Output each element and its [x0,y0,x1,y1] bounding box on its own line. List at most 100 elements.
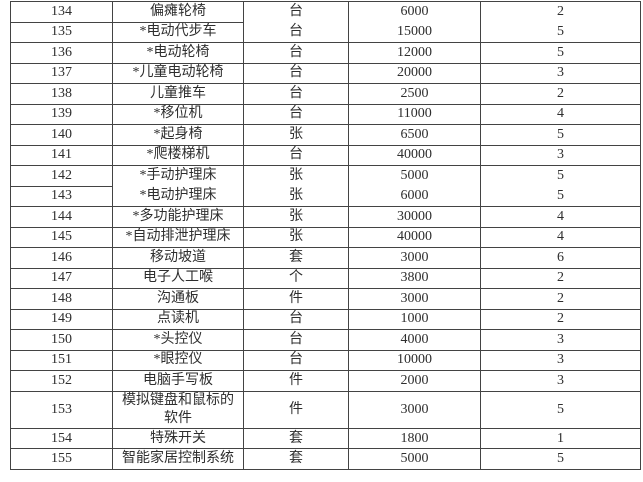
cell-unit: 台 [243,1,349,22]
cell-item-name: 沟通板 [112,288,244,310]
cell-price: 4000 [348,329,481,351]
cell-unit: 套 [243,448,349,470]
cell-item-name: 移动坡道 [112,247,244,269]
cell-item-name: *爬楼梯机 [112,144,244,166]
cell-price: 12000 [348,42,481,64]
cell-row-number: 134 [10,1,113,23]
cell-item-name: *手动护理床 [112,165,244,186]
cell-item-name: *头控仪 [112,329,244,351]
cell-unit: 台 [243,103,349,125]
cell-row-number: 136 [10,42,113,64]
cell-quantity: 3 [480,144,641,166]
cell-quantity: 4 [480,206,641,228]
table-row: 147 电子人工喉个 3800 2 [10,267,641,289]
cell-price: 15000 [348,22,481,43]
cell-item-name: *起身椅 [112,124,244,146]
cell-unit: 台 [243,349,349,371]
table-row: 151 *眼控仪台 10000 3 [10,349,641,371]
cell-row-number: 139 [10,103,113,125]
cell-quantity: 3 [480,329,641,351]
cell-price: 6000 [348,1,481,22]
cell-price: 40000 [348,144,481,166]
table-row: 134 偏瘫轮椅台 6000 2 [10,1,641,23]
cell-item-name: 智能家居控制系统 [112,448,244,470]
cell-item-name: *电动轮椅 [112,42,244,64]
cell-row-number: 138 [10,83,113,105]
table-row: 142 *手动护理床张 5000 5 [10,165,641,187]
cell-price: 1800 [348,427,481,450]
cell-item-name: 特殊开关 [112,427,244,450]
cell-item-name: *移位机 [112,103,244,125]
cell-item-name: *自动排泄护理床 [112,226,244,248]
cell-row-number: 145 [10,226,113,248]
table-row: 144 *多功能护理床张 30000 4 [10,206,641,228]
cell-unit: 台 [243,42,349,64]
cell-unit: 件 [243,370,349,392]
cell-unit: 张 [243,124,349,146]
table-row: 149 点读机台 1000 2 [10,308,641,330]
table-row: 145 *自动排泄护理床张 40000 4 [10,226,641,248]
cell-price: 1000 [348,308,481,330]
table-row: 148 沟通板件 3000 2 [10,288,641,310]
cell-unit: 套 [243,247,349,269]
cell-price: 2000 [348,370,481,392]
cell-row-number: 140 [10,124,113,146]
cell-row-number: 154 [10,427,113,450]
cell-unit: 张 [243,186,349,207]
cell-item-name: *电动代步车 [112,21,244,43]
table-row: 143 *电动护理床张 6000 5 [10,185,641,207]
cell-row-number: 148 [10,288,113,310]
cell-unit: 件 [243,288,349,310]
table-row: 152 电脑手写板件 2000 3 [10,370,641,392]
cell-quantity: 4 [480,226,641,248]
cell-quantity: 5 [480,124,641,146]
cell-price: 5000 [348,165,481,186]
cell-quantity: 1 [480,427,641,450]
cell-price: 11000 [348,103,481,125]
table-row: 153 模拟键盘和鼠标的软件件 3000 5 [10,390,641,429]
table-row: 140 *起身椅张 6500 5 [10,124,641,146]
cell-unit: 个 [243,267,349,289]
cell-unit: 张 [243,165,349,186]
cell-unit: 台 [243,329,349,351]
table-row: 155 智能家居控制系统套 5000 5 [10,448,641,470]
table-row: 150 *头控仪台 4000 3 [10,329,641,351]
cell-item-name: 电子人工喉 [112,267,244,289]
cell-price: 3000 [348,247,481,269]
table-row: 135 *电动代步车台 15000 5 [10,21,641,43]
cell-quantity: 5 [480,390,641,429]
cell-row-number: 137 [10,62,113,84]
cell-row-number: 135 [10,21,113,43]
cell-quantity: 6 [480,247,641,269]
cell-unit: 台 [243,144,349,166]
cell-price: 20000 [348,62,481,84]
table-row: 139 *移位机台 11000 4 [10,103,641,125]
cell-price: 40000 [348,226,481,248]
cell-quantity: 2 [480,83,641,105]
equipment-price-table: 134 偏瘫轮椅台 6000 2 135 *电动代步车台 15000 5 136 *电动轮椅台 12… [10,1,641,470]
cell-item-name: 模拟键盘和鼠标的软件 [112,390,244,429]
cell-item-name: 电脑手写板 [112,370,244,392]
cell-unit: 张 [243,206,349,228]
cell-quantity: 2 [480,288,641,310]
cell-row-number: 141 [10,144,113,166]
cell-quantity: 2 [480,267,641,289]
table-row: 136 *电动轮椅台 12000 5 [10,42,641,64]
cell-row-number: 150 [10,329,113,351]
cell-unit: 台 [243,83,349,105]
cell-row-number: 149 [10,308,113,330]
cell-quantity: 3 [480,62,641,84]
cell-quantity: 5 [480,22,641,43]
table-row: 154 特殊开关套 1800 1 [10,427,641,450]
cell-row-number: 153 [10,390,113,429]
cell-price: 3800 [348,267,481,289]
cell-item-name: 点读机 [112,308,244,330]
cell-price: 30000 [348,206,481,228]
cell-price: 6500 [348,124,481,146]
cell-item-name: 偏瘫轮椅 [112,1,244,23]
cell-quantity: 4 [480,103,641,125]
cell-price: 2500 [348,83,481,105]
cell-unit: 张 [243,226,349,248]
cell-quantity: 5 [480,42,641,64]
cell-quantity: 3 [480,349,641,371]
